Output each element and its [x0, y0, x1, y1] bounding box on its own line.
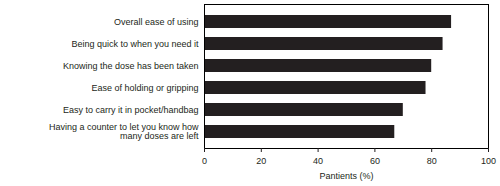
svg-text:Overall ease of using: Overall ease of using	[114, 17, 199, 27]
svg-text:40: 40	[313, 156, 323, 166]
svg-text:Ease of holding or gripping: Ease of holding or gripping	[91, 83, 198, 93]
svg-text:Having a counter to let you kn: Having a counter to let you know howmany…	[49, 122, 199, 141]
svg-text:80: 80	[427, 156, 437, 166]
svg-text:60: 60	[370, 156, 380, 166]
svg-text:Pantients (%): Pantients (%)	[319, 171, 373, 181]
svg-text:Easy to carry it in pocket/han: Easy to carry it in pocket/handbag	[63, 105, 199, 115]
svg-text:Knowing the dose has been take: Knowing the dose has been taken	[63, 61, 199, 71]
svg-text:100: 100	[481, 156, 496, 166]
svg-text:Being quick to when you need i: Being quick to when you need it	[71, 39, 199, 49]
svg-text:20: 20	[256, 156, 266, 166]
svg-text:0: 0	[202, 156, 207, 166]
